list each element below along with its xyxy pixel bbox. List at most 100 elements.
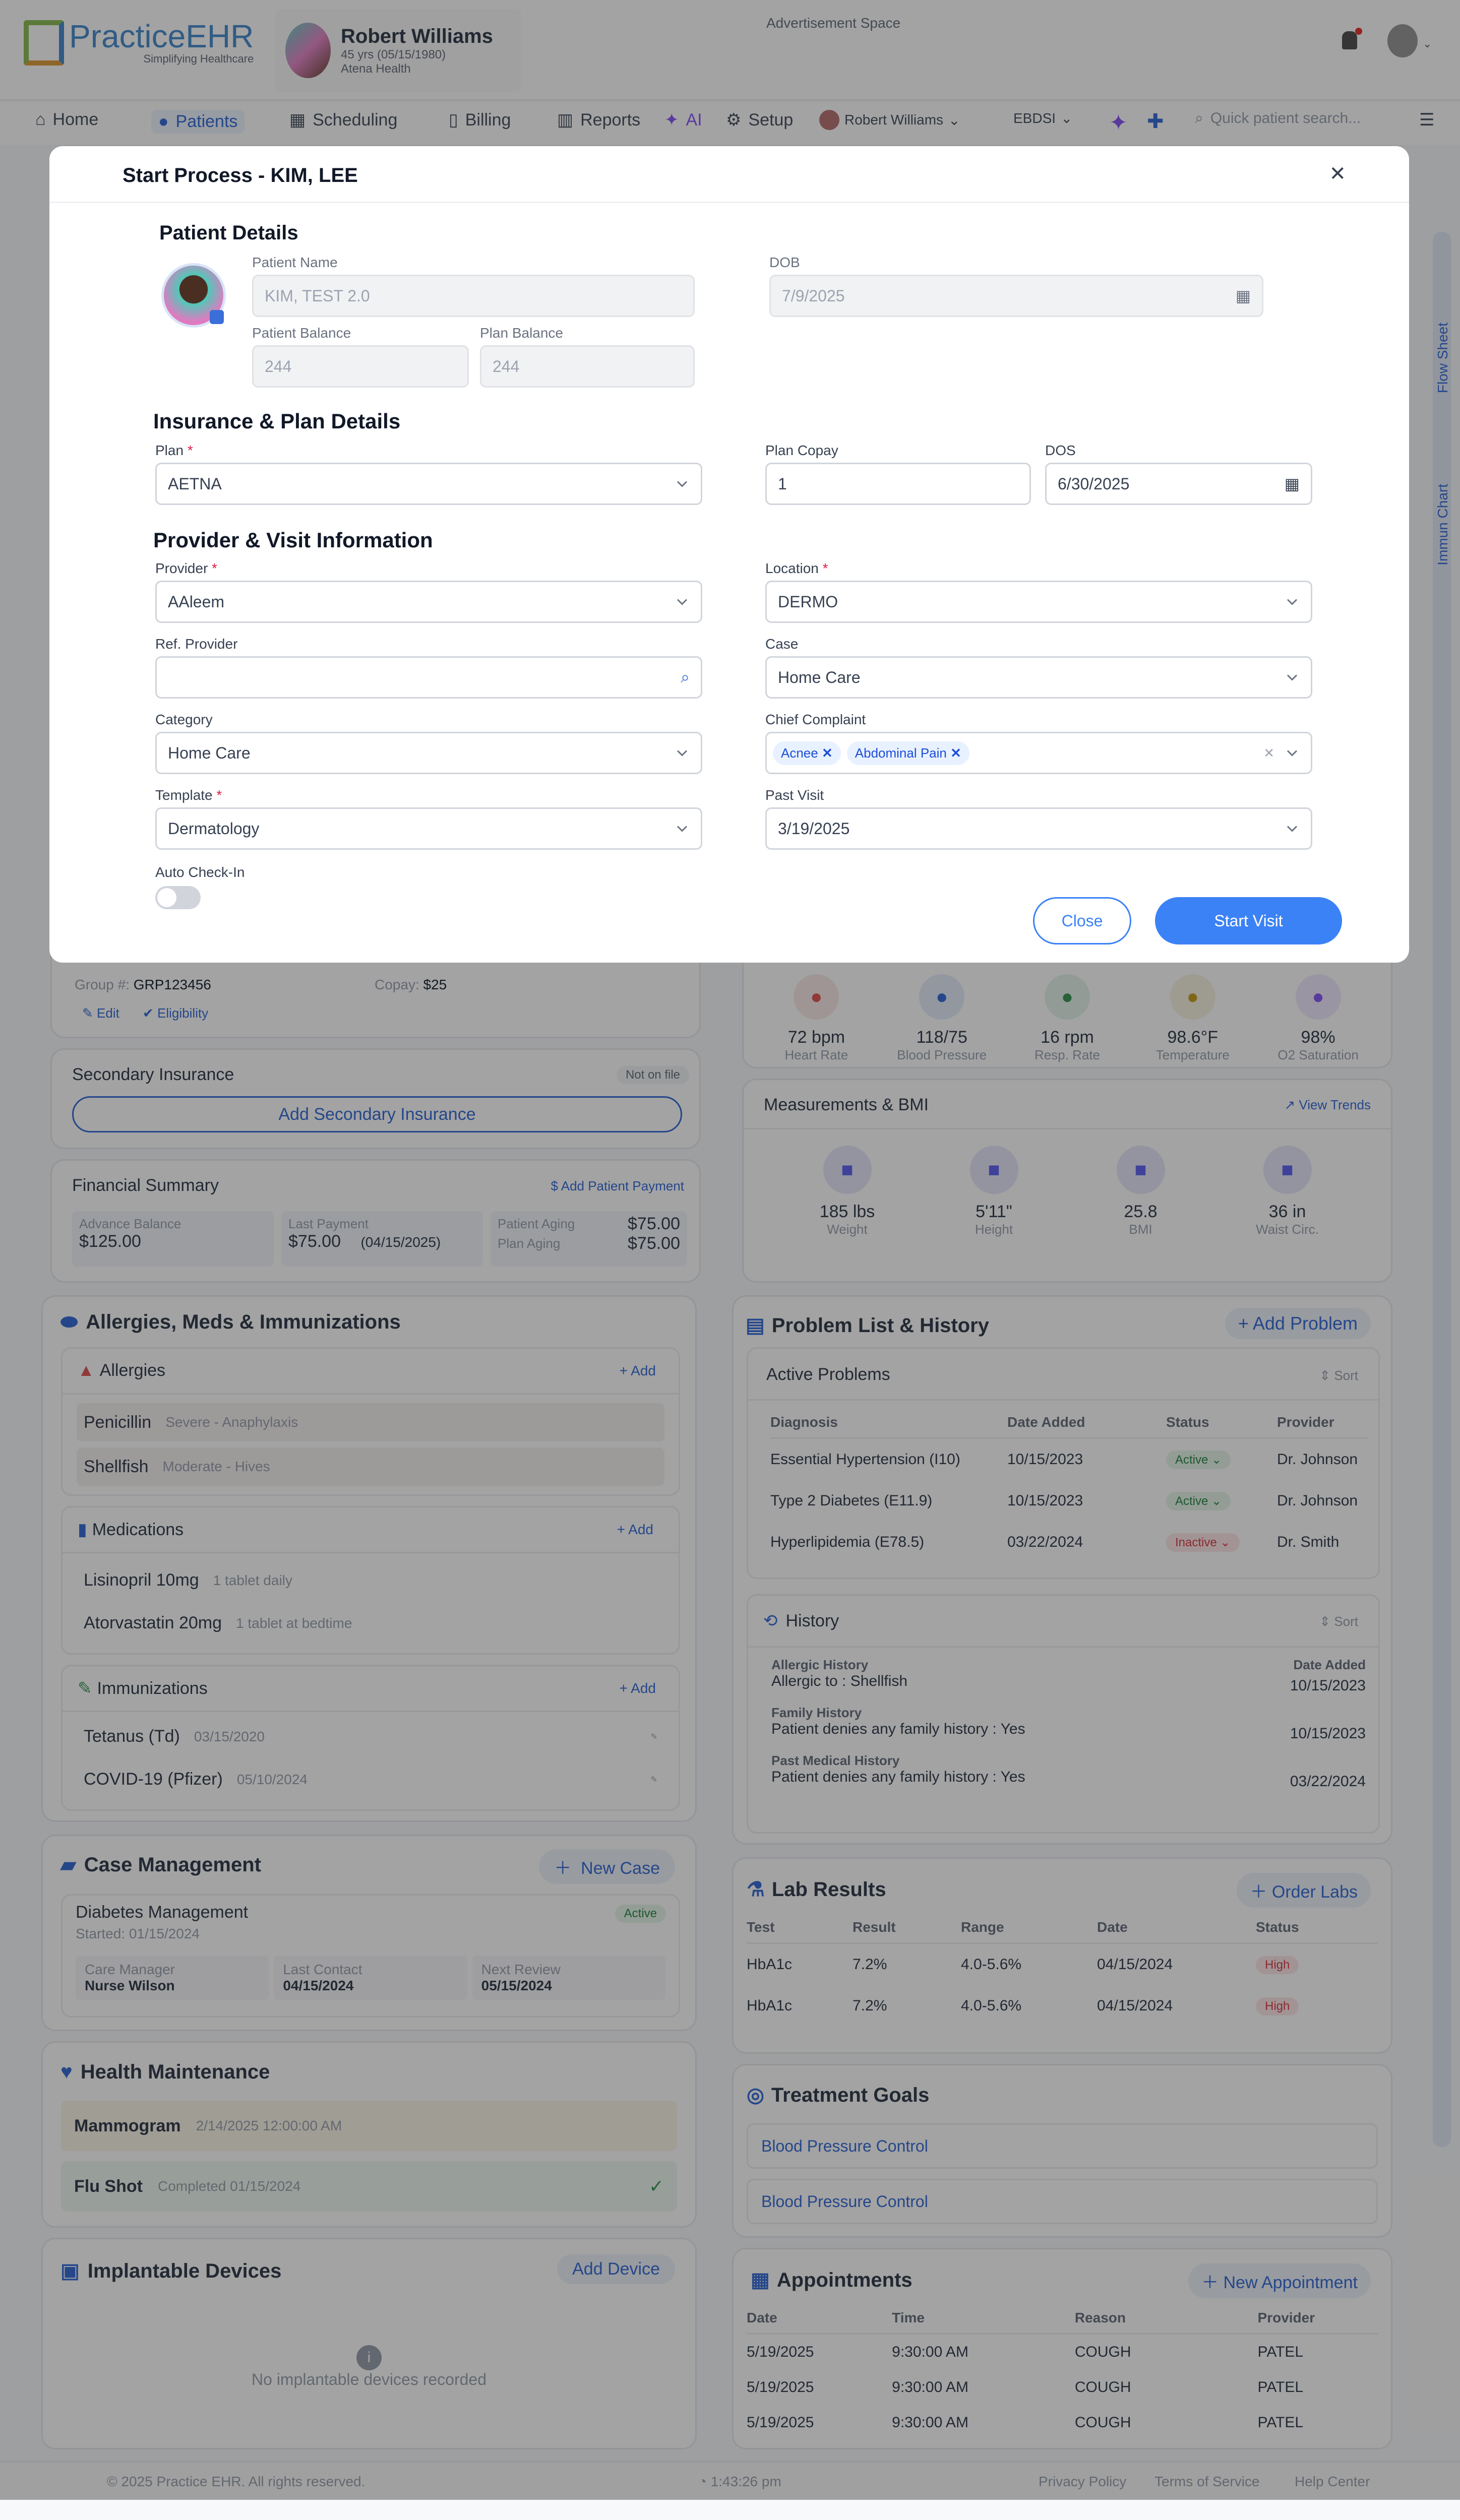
edit-icon[interactable]: ✎: [650, 1775, 657, 1784]
calendar-icon: ▦: [751, 2269, 770, 2291]
allergy-item[interactable]: Penicillin Severe - Anaphylaxis: [77, 1403, 664, 1441]
goal-item[interactable]: Blood Pressure Control: [747, 2123, 1378, 2169]
close-button[interactable]: Close: [1033, 897, 1131, 944]
dos-date-input[interactable]: 6/30/2025 ▦: [1045, 463, 1312, 505]
patient-insurer: Atena Health: [341, 61, 411, 76]
provider-select[interactable]: AAleem: [155, 581, 702, 623]
case-select[interactable]: Home Care: [765, 656, 1312, 699]
sort-button[interactable]: ⇕ Sort: [1319, 1368, 1358, 1383]
patient-name-label: Patient Name: [252, 255, 338, 270]
empty-message: No implantable devices recorded: [251, 2370, 487, 2388]
chevron-down-icon[interactable]: ⌄: [1423, 37, 1432, 50]
remove-chip-icon[interactable]: ✕: [950, 745, 961, 761]
sort-button[interactable]: ⇕ Sort: [1319, 1614, 1358, 1629]
new-case-button[interactable]: ＋ New Case: [539, 1849, 675, 1884]
view-trends-link[interactable]: ↗ View Trends: [1284, 1097, 1371, 1112]
plan-select[interactable]: AETNA: [155, 463, 702, 505]
immunization-item[interactable]: COVID-19 (Pfizer) 05/10/2024 ✎: [84, 1770, 657, 1789]
edit-link[interactable]: ✎ Edit: [82, 1005, 119, 1021]
eligibility-link[interactable]: ✔ Eligibility: [143, 1005, 209, 1021]
logo[interactable]: PracticeEHR Simplifying Healthcare: [24, 20, 254, 66]
terms-link[interactable]: Terms of Service: [1154, 2474, 1260, 2489]
immunization-item[interactable]: Tetanus (Td) 03/15/2020 ✎: [84, 1727, 657, 1746]
table-cell: 9:30:00 AM: [892, 2344, 968, 2360]
sparkle-icon[interactable]: ✦: [1109, 110, 1128, 135]
calendar-icon[interactable]: ▦: [1235, 287, 1251, 305]
add-secondary-insurance-button[interactable]: Add Secondary Insurance: [72, 1096, 682, 1132]
clipboard-icon: ▤: [746, 1314, 765, 1337]
table-row[interactable]: HbA1c 7.2% 4.0-5.6% 04/15/2024 High: [747, 1985, 1378, 2027]
nav-setup[interactable]: ⚙ Setup: [726, 110, 793, 130]
allergy-item[interactable]: Shellfish Moderate - Hives: [77, 1447, 664, 1486]
add-user-icon[interactable]: ✚: [1147, 110, 1164, 133]
remove-chip-icon[interactable]: ✕: [821, 745, 833, 761]
auto-checkin-toggle[interactable]: [155, 886, 201, 909]
add-patient-payment-link[interactable]: $ Add Patient Payment: [551, 1178, 684, 1193]
template-select[interactable]: Dermatology: [155, 807, 702, 850]
table-cell: 10/15/2023: [1007, 1492, 1083, 1509]
ref-provider-input[interactable]: ⌕: [155, 656, 702, 699]
add-medication-button[interactable]: + Add: [617, 1522, 653, 1537]
add-allergy-button[interactable]: + Add: [619, 1363, 656, 1378]
health-item[interactable]: Mammogram 2/14/2025 12:00:00 AM: [61, 2101, 677, 2151]
measurement-value: 185 lbs: [819, 1202, 875, 1221]
table-row[interactable]: 5/19/2025 9:30:00 AM COUGH PATEL: [747, 2370, 1378, 2405]
patient-balance-field[interactable]: 244: [252, 345, 469, 388]
chief-complaint-multiselect[interactable]: Acnee ✕ Abdominal Pain ✕ ✕: [765, 732, 1312, 774]
filter-icon[interactable]: ☰: [1419, 110, 1435, 130]
health-item[interactable]: Flu Shot Completed 01/15/2024 ✓: [61, 2161, 677, 2212]
camera-icon[interactable]: [210, 310, 224, 324]
case-item[interactable]: Diabetes Management Started: 01/15/2024 …: [61, 1894, 680, 2018]
bell-icon[interactable]: [1342, 31, 1357, 49]
table-cell: 5/19/2025: [747, 2379, 814, 2396]
warning-icon: ▲: [78, 1361, 95, 1380]
order-labs-button[interactable]: ＋ Order Labs: [1237, 1873, 1371, 1908]
nav-home[interactable]: ⌂ Home: [35, 110, 98, 130]
medication-item[interactable]: Lisinopril 10mg 1 tablet daily: [84, 1570, 292, 1590]
table-row[interactable]: HbA1c 7.2% 4.0-5.6% 04/15/2024 High: [747, 1944, 1378, 1985]
user-avatar[interactable]: [1387, 24, 1418, 57]
clear-icon[interactable]: ✕: [1263, 745, 1274, 761]
patient-name-field[interactable]: KIM, TEST 2.0: [252, 275, 695, 317]
patient-banner[interactable]: Robert Williams 45 yrs (05/15/1980) Aten…: [275, 9, 521, 92]
quick-search[interactable]: ⌕ Quick patient search...: [1195, 110, 1386, 127]
nav-patients[interactable]: ● Patients: [151, 110, 245, 134]
location-select[interactable]: DERMO: [765, 581, 1312, 623]
sparkle-icon: ✦: [664, 110, 679, 130]
search-input[interactable]: Quick patient search...: [1210, 110, 1361, 127]
search-icon[interactable]: ⌕: [681, 668, 690, 686]
add-device-button[interactable]: Add Device: [557, 2254, 675, 2284]
nav-reports[interactable]: ▥ Reports: [557, 110, 640, 130]
table-row[interactable]: Hyperlipidemia (E78.5) 03/22/2024 Inactive…: [770, 1522, 1368, 1563]
status-badge: Active ⌄: [1166, 1491, 1231, 1510]
nav-ai[interactable]: ✦ AI: [664, 110, 702, 130]
calendar-icon[interactable]: ▦: [1284, 475, 1300, 493]
past-visit-label: Past Visit: [765, 787, 824, 803]
dob-field[interactable]: 7/9/2025 ▦: [769, 275, 1263, 317]
close-icon[interactable]: ✕: [1329, 163, 1346, 185]
copay-input[interactable]: 1: [765, 463, 1031, 505]
plan-balance-field[interactable]: 244: [480, 345, 695, 388]
column-header: Result: [853, 1919, 896, 1935]
edit-icon[interactable]: ✎: [650, 1732, 657, 1741]
table-row[interactable]: Essential Hypertension (I10) 10/15/2023 Ac…: [770, 1439, 1368, 1480]
privacy-link[interactable]: Privacy Policy: [1039, 2474, 1127, 2489]
add-immunization-button[interactable]: + Add: [619, 1680, 656, 1696]
goal-item[interactable]: Blood Pressure Control: [747, 2179, 1378, 2224]
nav-billing[interactable]: ▯ Billing: [449, 110, 511, 130]
table-row[interactable]: 5/19/2025 9:30:00 AM COUGH PATEL: [747, 2405, 1378, 2440]
past-visit-select[interactable]: 3/19/2025: [765, 807, 1312, 850]
user-switcher[interactable]: Robert Williams ⌄: [819, 110, 960, 130]
org-switcher[interactable]: EBDSI ⌄: [1013, 110, 1073, 127]
column-header: Provider: [1257, 2310, 1315, 2325]
medication-item[interactable]: Atorvastatin 20mg 1 tablet at bedtime: [84, 1613, 352, 1632]
new-appointment-button[interactable]: ＋ New Appointment: [1188, 2263, 1371, 2298]
nav-scheduling[interactable]: ▦ Scheduling: [289, 110, 397, 130]
add-problem-button[interactable]: + Add Problem: [1225, 1308, 1371, 1339]
column-header: Time: [892, 2310, 925, 2325]
category-select[interactable]: Home Care: [155, 732, 702, 774]
table-row[interactable]: 5/19/2025 9:30:00 AM COUGH PATEL: [747, 2335, 1378, 2370]
start-visit-button[interactable]: Start Visit: [1155, 897, 1342, 944]
table-row[interactable]: Type 2 Diabetes (E11.9) 10/15/2023 Active …: [770, 1480, 1368, 1522]
help-link[interactable]: Help Center: [1295, 2474, 1370, 2489]
